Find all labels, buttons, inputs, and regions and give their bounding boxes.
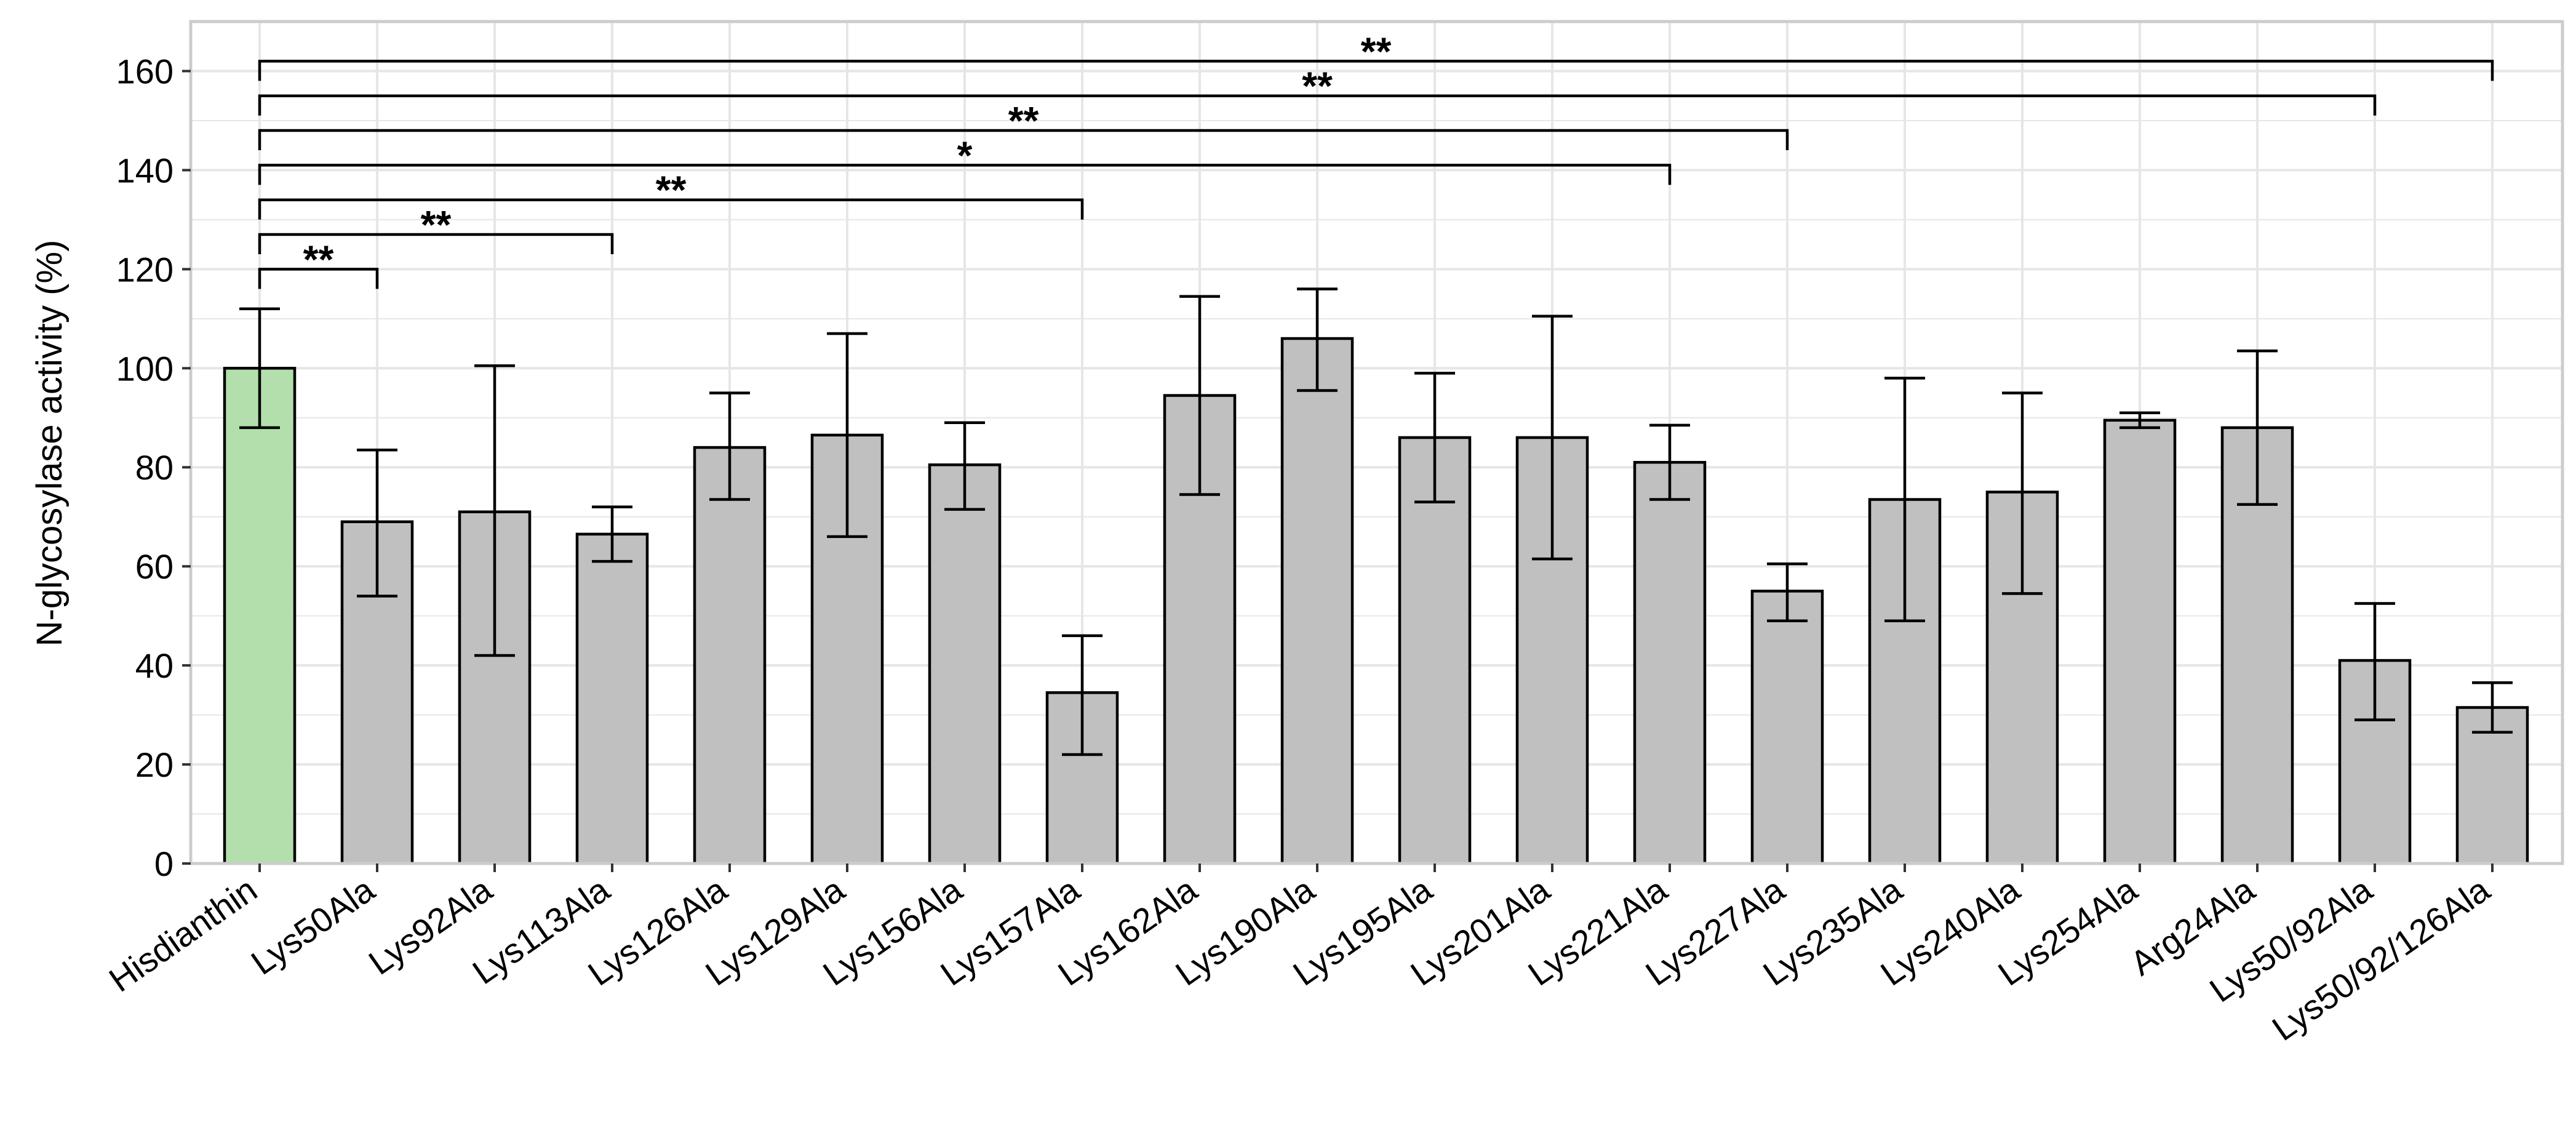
x-tick-label: Lys50/92/126Ala: [2265, 870, 2497, 1048]
y-tick-label: 60: [135, 547, 173, 586]
y-tick-label: 20: [135, 745, 173, 784]
significance-label: **: [1302, 64, 1333, 108]
grid: [191, 22, 2562, 865]
y-tick-label: 120: [116, 250, 173, 289]
x-tick-label: Lys50Ala: [244, 870, 382, 982]
y-tick-label: 0: [154, 844, 173, 883]
significance-brackets: *************: [258, 29, 2494, 289]
significance-label: **: [656, 168, 687, 212]
significance-bracket: [258, 268, 379, 289]
bar: [1280, 337, 1354, 865]
bar: [1633, 460, 1707, 865]
bar: [575, 532, 649, 865]
significance-bracket: [258, 60, 2494, 81]
significance-label: **: [303, 237, 334, 281]
significance-bracket: [258, 233, 614, 255]
significance-label: **: [1361, 29, 1392, 73]
y-axis-title: N-glycosylase activity (%): [30, 240, 70, 647]
y-tick-label: 40: [135, 646, 173, 685]
y-axis: 0 20 40 60 80 100 120 140 160: [116, 52, 191, 883]
bar: [2103, 419, 2177, 865]
x-tick-label: Hisdianthin: [102, 870, 264, 1000]
bar-reference: [223, 367, 297, 865]
error-bars: [239, 287, 2513, 756]
significance-label: **: [1008, 98, 1039, 143]
y-tick-label: 80: [135, 448, 173, 487]
significance-label: **: [421, 202, 452, 247]
plot-panel-border: [189, 20, 2564, 865]
x-axis: HisdianthinLys50AlaLys92AlaLys113AlaLys1…: [102, 864, 2497, 1048]
y-tick-label: 100: [116, 349, 173, 388]
bar: [1750, 590, 1824, 865]
significance-bracket: [258, 198, 1084, 220]
y-tick-label: 160: [116, 52, 173, 90]
significance-bracket: [258, 129, 1789, 151]
y-tick-label: 140: [116, 151, 173, 190]
significance-bracket: [258, 94, 2377, 116]
bar: [928, 463, 1002, 865]
significance-bracket: [258, 164, 1672, 185]
bar: [693, 446, 767, 865]
significance-label: *: [957, 133, 973, 177]
